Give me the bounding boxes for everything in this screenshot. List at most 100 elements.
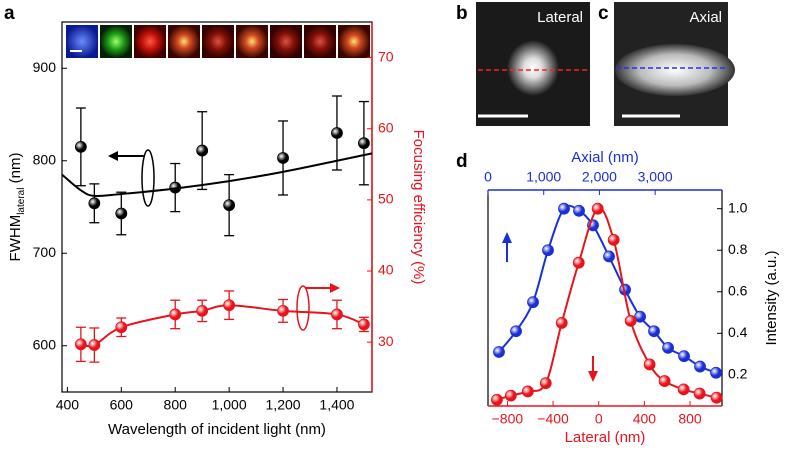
x-tick-label: 600 — [110, 397, 134, 413]
x-tick-label: 400 — [56, 397, 80, 413]
inset — [304, 25, 336, 58]
data-point — [573, 204, 585, 217]
y-axis-label-part: lateral — [16, 188, 27, 215]
y-tick-label: 800 — [33, 151, 57, 167]
focal-spot — [615, 44, 735, 96]
data-point — [591, 202, 604, 215]
data-point — [196, 304, 209, 317]
x-tick-label: 400 — [633, 411, 657, 427]
y-tick-label: 1.0 — [728, 199, 748, 215]
x-tick-label: 1,400 — [319, 397, 354, 413]
data-point — [169, 308, 182, 321]
data-point — [648, 325, 660, 338]
x-tick-label: 1,200 — [266, 397, 301, 413]
x-tick-label: −400 — [537, 411, 569, 427]
data-point — [662, 341, 674, 354]
data-point — [331, 127, 343, 139]
x2-axis-label: Axial (nm) — [571, 149, 639, 166]
fit-line — [498, 204, 717, 374]
y-tick-label: 600 — [33, 336, 57, 352]
y2-tick-label: 50 — [378, 191, 394, 207]
y-tick-label: 0.4 — [728, 324, 748, 340]
x2-tick-label: 3,000 — [638, 169, 673, 185]
inset — [66, 25, 98, 58]
y2-tick-label: 30 — [378, 333, 394, 349]
data-point — [88, 197, 101, 210]
x2-tick-label: 0 — [484, 169, 492, 185]
data-point — [504, 389, 517, 402]
data-point — [277, 152, 289, 164]
inset-images — [66, 25, 370, 58]
panel-label: d — [456, 151, 468, 172]
data-point — [555, 317, 568, 329]
inset — [168, 25, 200, 58]
x-axis-label: Wavelength of incident light (nm) — [108, 421, 326, 438]
inset — [270, 25, 302, 58]
data-point — [607, 233, 620, 246]
y-tick-label: 700 — [33, 244, 57, 260]
data-point — [677, 383, 690, 396]
data-point — [115, 207, 128, 220]
inset — [338, 25, 370, 58]
x2-tick-label: 2,000 — [582, 169, 617, 185]
arrow-head — [588, 371, 598, 382]
x2-tick-label: 1,000 — [526, 169, 561, 185]
image-b: Lateral b — [456, 2, 590, 126]
panel-label: c — [598, 3, 609, 24]
y-tick-label: 0.8 — [728, 241, 748, 257]
data-point — [694, 360, 706, 373]
y-axis-label-part: FWHM — [7, 215, 24, 262]
data-point — [196, 144, 209, 157]
y-axis-label-part: (nm) — [7, 153, 24, 188]
data-point — [358, 137, 370, 150]
y-axis-label: FWHMlateral (nm) — [7, 153, 27, 262]
ellipse — [296, 285, 310, 331]
y2-tick-label: 60 — [378, 119, 394, 135]
data-point — [493, 346, 505, 358]
plot-frame — [61, 21, 373, 393]
data-point — [115, 321, 128, 334]
data-point — [74, 338, 87, 351]
data-point — [603, 250, 615, 263]
annotations — [108, 149, 598, 382]
x-axis-label: Lateral (nm) — [565, 429, 646, 446]
data-point — [521, 385, 534, 398]
y-tick-label: 0.2 — [728, 366, 748, 382]
data-point — [658, 375, 671, 387]
y2-axis-label: Focusing efficiency (%) — [410, 130, 427, 285]
image-label: Axial — [689, 9, 722, 26]
data-point — [74, 140, 87, 153]
y2-tick-label: 40 — [378, 262, 394, 278]
x-tick-label: 800 — [164, 397, 188, 413]
x-tick-label: 800 — [678, 411, 702, 427]
fit-line — [61, 152, 373, 198]
x-tick-label: −800 — [492, 411, 524, 427]
y2-tick-label: 70 — [378, 48, 394, 64]
data-point — [223, 199, 236, 212]
arrow-head — [502, 232, 512, 243]
data-point — [693, 387, 706, 400]
data-point — [710, 391, 723, 404]
data-point — [510, 325, 522, 338]
data-point — [678, 350, 690, 363]
y-tick-label: 0.6 — [728, 282, 748, 298]
data-point — [572, 256, 585, 269]
panel-label: a — [4, 3, 15, 24]
image-c: Axial c — [598, 2, 735, 126]
data-point — [558, 202, 570, 215]
image-label: Lateral — [537, 9, 583, 26]
inset — [202, 25, 234, 58]
inset — [134, 25, 166, 58]
arrow-head — [330, 283, 340, 293]
focal-spot — [507, 40, 559, 96]
inset — [236, 25, 268, 58]
arrow-head — [108, 151, 118, 161]
panel-label: b — [456, 3, 468, 24]
data-point — [710, 366, 722, 379]
data-point — [539, 377, 552, 390]
x-tick-label: 0 — [595, 411, 603, 427]
y-tick-label: 900 — [33, 59, 57, 75]
data-point — [643, 358, 656, 371]
data-point — [491, 393, 503, 406]
